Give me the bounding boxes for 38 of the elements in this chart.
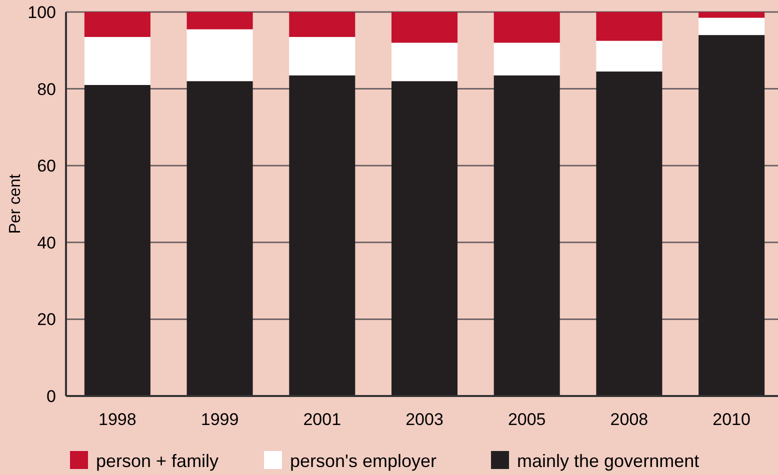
bar — [186, 29, 253, 82]
y-axis-title: Per cent — [7, 174, 24, 234]
bar — [186, 12, 253, 30]
y-tick-label: 100 — [28, 2, 56, 22]
bar — [84, 12, 150, 37]
x-tick-label: 2008 — [610, 410, 648, 429]
bar — [391, 42, 458, 82]
bar — [494, 75, 560, 396]
bar — [186, 81, 253, 396]
bar — [596, 12, 662, 41]
legend-label: person + family — [96, 451, 219, 471]
x-tick-label: 2001 — [303, 410, 342, 429]
legend-label: mainly the government — [517, 451, 700, 471]
x-tick-label: 1998 — [98, 410, 136, 429]
y-tick-label: 40 — [37, 233, 56, 252]
x-tick-label: 2005 — [508, 410, 546, 429]
bar — [596, 72, 662, 396]
bar — [494, 42, 560, 76]
bar — [596, 40, 662, 72]
bar — [289, 75, 356, 396]
x-tick-label: 1999 — [200, 410, 239, 429]
x-tick-label: 2010 — [712, 410, 750, 429]
y-tick-label: 20 — [37, 310, 56, 330]
y-tick-label: 0 — [46, 386, 56, 406]
bar — [84, 84, 150, 396]
y-tick-label: 60 — [37, 156, 56, 176]
y-tick-label: 80 — [37, 80, 56, 99]
bar — [494, 12, 560, 43]
bar — [698, 12, 765, 18]
bar — [391, 12, 458, 43]
bar — [289, 36, 356, 76]
bar — [84, 36, 150, 85]
legend-label: person's employer — [290, 451, 437, 471]
bar — [391, 81, 458, 396]
x-tick-label: 2003 — [406, 410, 444, 429]
bar — [698, 18, 765, 36]
bar — [289, 12, 356, 37]
bar — [698, 35, 765, 396]
